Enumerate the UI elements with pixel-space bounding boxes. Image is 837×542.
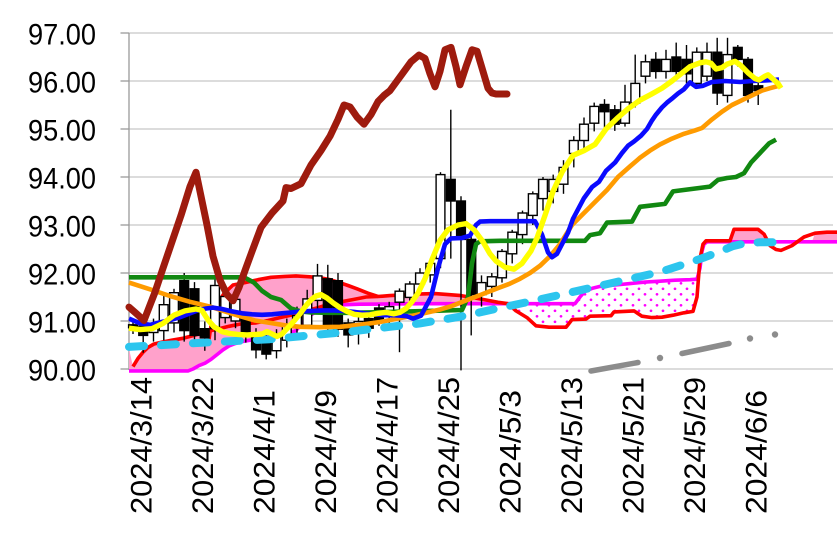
svg-text:2024/5/29: 2024/5/29	[679, 377, 712, 514]
svg-text:2024/4/25: 2024/4/25	[433, 377, 466, 514]
svg-text:92.00: 92.00	[28, 258, 96, 291]
svg-text:91.00: 91.00	[28, 306, 96, 339]
svg-text:2024/3/22: 2024/3/22	[187, 377, 220, 514]
svg-text:2024/4/1: 2024/4/1	[249, 390, 282, 514]
svg-text:2024/5/13: 2024/5/13	[556, 377, 589, 514]
svg-text:93.00: 93.00	[28, 210, 96, 243]
svg-text:97.00: 97.00	[28, 18, 96, 51]
svg-text:2024/5/21: 2024/5/21	[618, 377, 651, 514]
svg-text:95.00: 95.00	[28, 114, 96, 147]
svg-text:2024/6/6: 2024/6/6	[741, 390, 774, 514]
svg-text:2024/3/14: 2024/3/14	[126, 377, 159, 514]
svg-text:2024/4/9: 2024/4/9	[310, 390, 343, 514]
svg-text:2024/5/3: 2024/5/3	[495, 390, 528, 514]
svg-text:96.00: 96.00	[28, 66, 96, 99]
svg-text:94.00: 94.00	[28, 162, 96, 195]
svg-text:2024/4/17: 2024/4/17	[372, 377, 405, 514]
svg-text:90.00: 90.00	[28, 354, 96, 387]
